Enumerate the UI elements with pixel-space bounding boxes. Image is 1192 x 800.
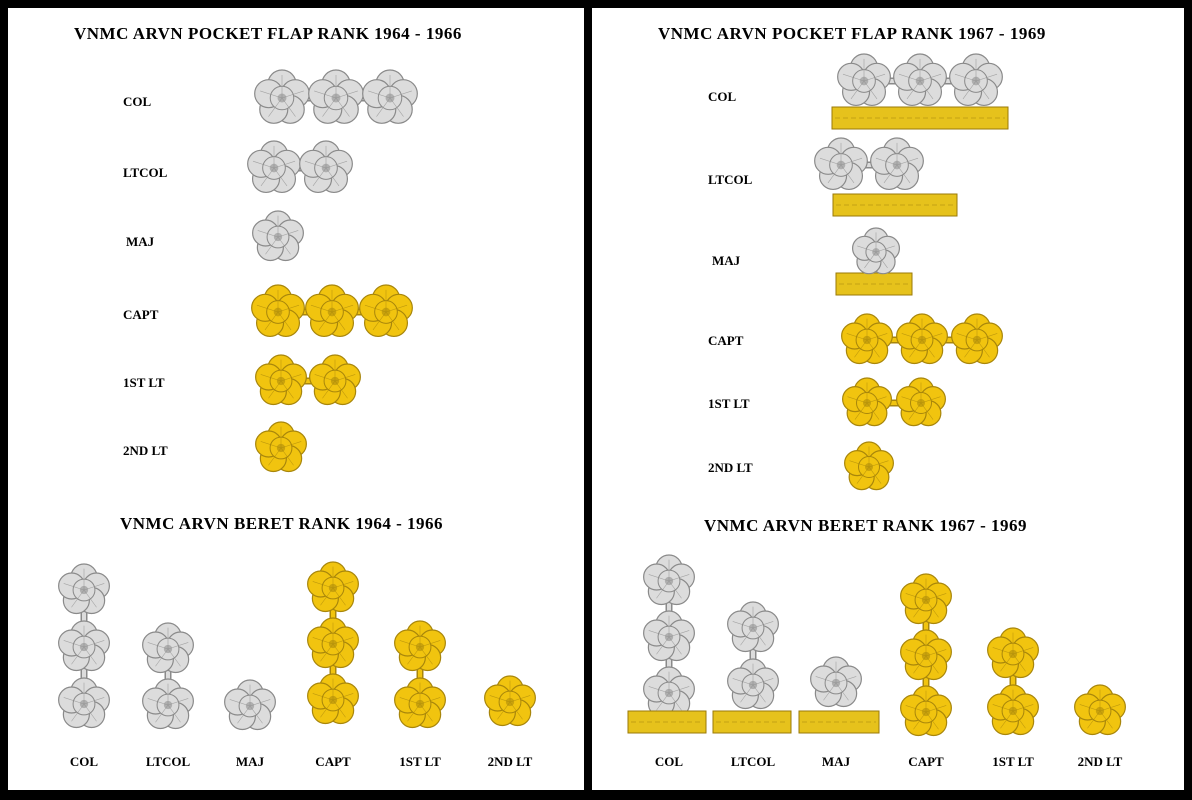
beret-title-1964: VNMC ARVN BERET RANK 1964 - 1966 <box>120 514 443 533</box>
flap-label-ltcol-1964: LTCOL <box>123 165 168 180</box>
beret-label-capt-1964: CAPT <box>315 754 351 769</box>
flap-blossom-capt-3-1967 <box>951 313 1003 365</box>
beret-label-maj-1967: MAJ <box>821 754 851 769</box>
panel-1967-1969: VNMC ARVN POCKET FLAP RANK 1967 - 1969 C… <box>592 8 1184 790</box>
flap-label-1stlt-1964: 1ST LT <box>123 375 165 390</box>
flap-label-capt-1964: CAPT <box>123 307 159 322</box>
flap-blossom-capt-2-1964 <box>305 284 359 338</box>
flap-blossom-col-3-1964 <box>362 69 418 124</box>
flap-blossom-capt-1-1964 <box>251 284 305 338</box>
insignia-art-1964 <box>58 69 536 731</box>
beret-blossom-1stlt-1-1964 <box>394 620 446 672</box>
flap-blossom-capt-2-1967 <box>896 313 948 365</box>
flap-blossom-col-2-1964 <box>308 69 364 124</box>
beret-blossom-1stlt-2-1967 <box>987 684 1039 736</box>
flap-blossom-maj-1-1967 <box>851 227 901 275</box>
beret-bar-col-1967 <box>627 710 707 734</box>
beret-label-1stlt-1964: 1ST LT <box>399 754 441 769</box>
beret-blossom-1stlt-1-1967 <box>987 627 1039 679</box>
flap-label-col-1967: COL <box>708 89 737 104</box>
flap-blossom-1stlt-2-1964 <box>309 354 361 406</box>
panel-1964-1966: VNMC ARVN POCKET FLAP RANK 1964 - 1966 C… <box>8 8 584 790</box>
beret-label-ltcol-1964: LTCOL <box>145 754 191 769</box>
flap-label-2ndlt-1967: 2ND LT <box>708 460 753 475</box>
flap-label-maj-1967: MAJ <box>712 253 741 268</box>
flap-blossom-col-1-1967 <box>837 53 891 107</box>
beret-blossom-capt-3-1967 <box>900 685 952 737</box>
flap-bar-col-1967 <box>831 106 1009 130</box>
flap-bar-ltcol-1967 <box>832 193 958 217</box>
beret-blossom-2ndlt-1-1964 <box>484 675 536 727</box>
beret-label-2ndlt-1964: 2ND LT <box>487 754 533 769</box>
insignia-art-1967 <box>627 53 1126 737</box>
flap-blossom-2ndlt-1-1967 <box>844 441 894 491</box>
beret-blossom-ltcol-2-1967 <box>727 658 779 710</box>
beret-blossom-col-2-1967 <box>643 610 695 662</box>
flap-blossom-maj-1-1964 <box>252 210 304 262</box>
beret-label-maj-1964: MAJ <box>235 754 265 769</box>
beret-label-col-1967: COL <box>654 754 684 769</box>
beret-blossom-ltcol-1-1967 <box>727 601 779 653</box>
flap-label-2ndlt-1964: 2ND LT <box>123 443 168 458</box>
flap-blossom-ltcol-1-1967 <box>814 137 868 191</box>
flap-label-ltcol-1967: LTCOL <box>708 172 753 187</box>
beret-blossom-1stlt-2-1964 <box>394 677 446 729</box>
flap-bar-maj-1967 <box>835 272 913 296</box>
flap-blossom-ltcol-2-1967 <box>870 137 924 191</box>
flap-blossom-ltcol-1-1964 <box>247 140 301 194</box>
beret-blossom-capt-1-1967 <box>900 573 952 625</box>
flap-blossom-1stlt-1-1964 <box>255 354 307 406</box>
beret-blossom-capt-1-1964 <box>307 561 359 613</box>
beret-bar-maj-1967 <box>798 710 880 734</box>
beret-title-1967: VNMC ARVN BERET RANK 1967 - 1969 <box>704 516 1027 535</box>
flap-blossom-col-3-1967 <box>949 53 1003 107</box>
flap-label-col-1964: COL <box>123 94 152 109</box>
beret-blossom-capt-2-1964 <box>307 617 359 669</box>
flap-label-maj-1964: MAJ <box>126 234 155 249</box>
flap-blossom-capt-1-1967 <box>841 313 893 365</box>
beret-blossom-ltcol-2-1964 <box>142 678 194 730</box>
beret-blossom-col-1-1964 <box>58 563 110 615</box>
beret-label-capt-1967: CAPT <box>908 754 944 769</box>
flap-blossom-ltcol-2-1964 <box>299 140 353 194</box>
beret-blossom-capt-2-1967 <box>900 629 952 681</box>
beret-label-2ndlt-1967: 2ND LT <box>1077 754 1123 769</box>
flap-blossom-col-2-1967 <box>893 53 947 107</box>
flap-label-capt-1967: CAPT <box>708 333 744 348</box>
flap-label-1stlt-1967: 1ST LT <box>708 396 750 411</box>
beret-blossom-maj-1-1967 <box>810 656 862 708</box>
beret-blossom-capt-3-1964 <box>307 673 359 725</box>
flap-title-1964: VNMC ARVN POCKET FLAP RANK 1964 - 1966 <box>74 24 462 43</box>
beret-blossom-maj-1-1964 <box>224 679 276 731</box>
beret-blossom-col-3-1964 <box>58 677 110 729</box>
beret-label-ltcol-1967: LTCOL <box>730 754 776 769</box>
flap-blossom-1stlt-1-1967 <box>842 377 892 427</box>
beret-label-1stlt-1967: 1ST LT <box>992 754 1034 769</box>
flap-blossom-col-1-1964 <box>254 69 310 124</box>
flap-blossom-2ndlt-1-1964 <box>255 421 307 473</box>
beret-label-col-1964: COL <box>69 754 99 769</box>
beret-blossom-col-1-1967 <box>643 554 695 606</box>
beret-bar-ltcol-1967 <box>712 710 792 734</box>
beret-blossom-col-2-1964 <box>58 620 110 672</box>
beret-blossom-2ndlt-1-1967 <box>1074 684 1126 736</box>
beret-blossom-ltcol-1-1964 <box>142 622 194 674</box>
flap-blossom-capt-3-1964 <box>359 284 413 338</box>
beret-blossom-col-3-1967 <box>643 666 695 718</box>
flap-blossom-1stlt-2-1967 <box>896 377 946 427</box>
flap-title-1967: VNMC ARVN POCKET FLAP RANK 1967 - 1969 <box>658 24 1046 43</box>
